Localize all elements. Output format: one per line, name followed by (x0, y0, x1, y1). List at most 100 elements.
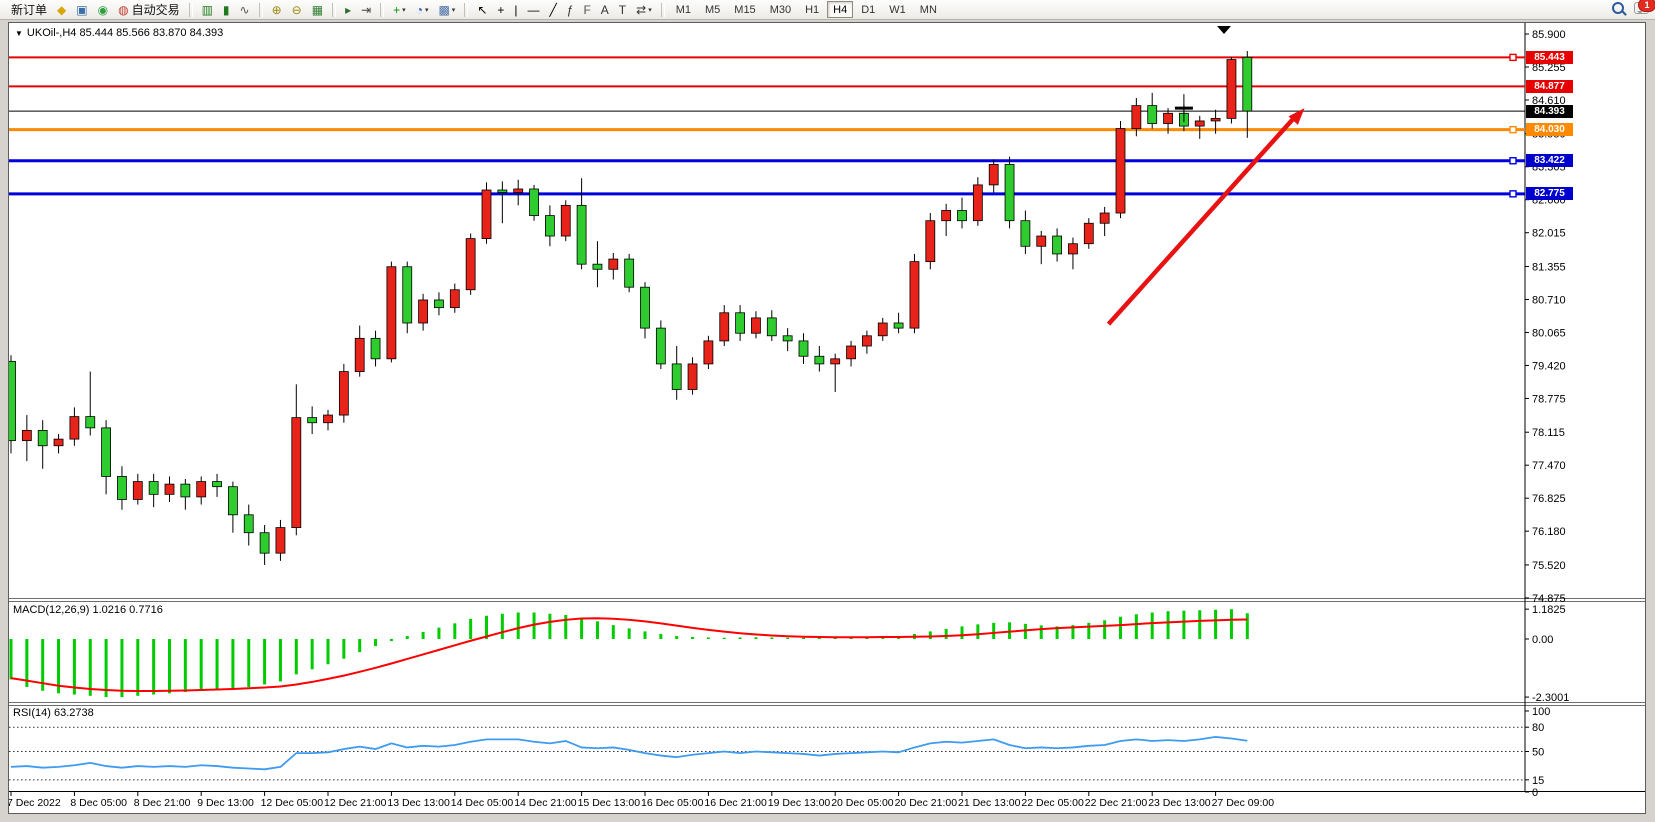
chart-title-text: UKOil-,H4 85.444 85.566 83.870 84.393 (26, 27, 224, 39)
price-axis-label: 82.015 (1532, 228, 1566, 240)
main-chart-plot-area[interactable] (9, 23, 1525, 598)
candlestick (243, 514, 254, 534)
add-indicator-icon: + (393, 2, 401, 17)
timeframe-button-m1[interactable]: M1 (675, 3, 691, 16)
line-chart-icon[interactable]: ∿ (236, 0, 254, 19)
trend-arrow-head[interactable] (1288, 108, 1305, 125)
line-anchor-handle[interactable] (1509, 53, 1517, 62)
time-axis-label: 7 Dec 2022 (9, 797, 61, 809)
panel-separator[interactable] (9, 702, 1645, 703)
chat-icon[interactable]: 1 (1634, 0, 1655, 14)
cursor-icon[interactable]: ↖ (473, 0, 491, 19)
fibo-expansion-icon: F (583, 2, 591, 17)
arrows-shapes-icon[interactable]: ⇄ ▾ (632, 0, 656, 19)
tile-windows-icon[interactable]: ▦ (308, 0, 327, 19)
bar-chart-icon[interactable]: ▥ (198, 0, 217, 19)
auto-scroll-icon: ▸ (345, 2, 352, 17)
timeframe-button-d1[interactable]: D1 (861, 3, 876, 16)
price-axis-label: 79.420 (1532, 360, 1566, 372)
line-anchor-handle[interactable] (1509, 190, 1517, 198)
autotrade-button[interactable]: ◍ 自动交易 (114, 0, 184, 19)
fibo-expansion-icon[interactable]: F (579, 0, 594, 19)
toolbar-separator (660, 2, 665, 17)
time-axis-label: 15 Dec 13:00 (578, 797, 641, 809)
price-tag-84393: 84.393 (1526, 104, 1573, 118)
text-label-icon[interactable]: T (615, 0, 630, 19)
auto-scroll-icon[interactable]: ▸ (341, 0, 355, 19)
text-icon[interactable]: A (597, 0, 613, 19)
time-axis-label: 20 Dec 05:00 (831, 797, 894, 809)
time-axis-label: 22 Dec 21:00 (1085, 797, 1148, 809)
dropdown-arrow-icon[interactable]: ▾ (451, 6, 456, 14)
trend-arrow[interactable] (1106, 113, 1299, 326)
time-axis-label: 21 Dec 13:00 (958, 797, 1021, 809)
price-axis-label: 78.775 (1532, 393, 1566, 405)
macd-panel-area[interactable] (9, 602, 1525, 702)
candlestick (1226, 59, 1237, 119)
timeframe-button-m30[interactable]: M30 (769, 3, 792, 16)
panel-separator[interactable] (9, 601, 1645, 602)
chart-shift-icon[interactable]: ⇥ (357, 0, 375, 19)
candlestick (735, 312, 745, 334)
timeframe-button-h4[interactable]: H4 (827, 1, 854, 18)
time-axis-label: 13 Dec 13:00 (387, 797, 450, 809)
gold-bars-icon[interactable]: ◆ (53, 0, 70, 19)
new-order-button[interactable]: 新订单 (4, 0, 51, 19)
horizontal-line-icon[interactable]: — (524, 0, 544, 19)
timeframe-button-mn[interactable]: MN (919, 3, 937, 16)
price-axis-label: 85.255 (1532, 62, 1566, 74)
new-order-button-label: 新订单 (11, 3, 48, 17)
dropdown-arrow-icon[interactable]: ▾ (424, 6, 429, 14)
time-axis-label: 14 Dec 05:00 (451, 797, 514, 809)
candlestick (608, 258, 619, 270)
candlestick (465, 238, 476, 291)
candlestick (529, 188, 539, 216)
candlestick (449, 289, 460, 309)
candlestick (893, 322, 904, 329)
candlestick (909, 261, 920, 329)
add-indicator-icon[interactable]: + ▾ (389, 0, 410, 19)
timeframe-button-m5[interactable]: M5 (705, 3, 721, 16)
timeframe-button-w1[interactable]: W1 (889, 3, 906, 16)
candlestick (37, 430, 48, 447)
period-clock-icon[interactable]: ◔ ▾ (412, 0, 433, 19)
candlestick (941, 210, 952, 222)
chart-canvas[interactable]: 85.90085.25584.61083.95083.30582.66082.0… (9, 23, 1645, 813)
notification-badge[interactable]: 1 (1638, 0, 1655, 12)
crosshair-icon[interactable]: + (493, 0, 508, 19)
timeframe-button-h1[interactable]: H1 (805, 3, 820, 16)
toolbar-separator (188, 2, 193, 17)
search-icon[interactable] (1612, 2, 1624, 14)
candlestick (418, 299, 429, 324)
radar-icon[interactable]: ◉ (94, 0, 112, 19)
fibonacci-icon[interactable]: ƒ (563, 0, 578, 19)
template-icon[interactable]: ▩ ▾ (434, 0, 459, 19)
text-label-icon: T (618, 2, 627, 17)
vertical-line-icon[interactable]: | (510, 0, 521, 19)
rsi-indicator-label: RSI(14) 63.2738 (13, 707, 94, 719)
price-tag-83422: 83.422 (1526, 154, 1573, 168)
dropdown-arrow-icon[interactable]: ▾ (648, 6, 652, 14)
chevron-down-icon[interactable]: ▼ (15, 29, 23, 38)
candlestick (117, 476, 127, 500)
timeframe-button-m15[interactable]: M15 (734, 3, 756, 16)
line-anchor-handle[interactable] (1509, 157, 1517, 165)
dropdown-arrow-icon[interactable]: ▾ (402, 6, 406, 14)
chart-shift-marker-icon[interactable] (1217, 26, 1231, 34)
time-axis-label: 16 Dec 21:00 (704, 797, 767, 809)
toolbar-right-cluster: 1 (1612, 0, 1655, 14)
zoom-out-icon[interactable]: ⊖ (288, 0, 306, 19)
zoom-in-icon[interactable]: ⊕ (268, 0, 286, 19)
trendline-icon[interactable]: ╱ (546, 0, 561, 19)
user-terminal-icon[interactable]: ▣ (72, 0, 91, 19)
panel-separator[interactable] (9, 705, 1645, 706)
candlestick-chart-icon[interactable]: ▮ (219, 0, 234, 19)
line-anchor-handle[interactable] (1509, 125, 1517, 134)
candlestick (1020, 220, 1031, 247)
panel-separator[interactable] (9, 598, 1645, 599)
rsi-line (10, 736, 1248, 771)
candlestick (798, 340, 809, 357)
rsi-panel-area[interactable] (9, 706, 1525, 791)
macd-axis-label: 1.1825 (1532, 604, 1566, 616)
